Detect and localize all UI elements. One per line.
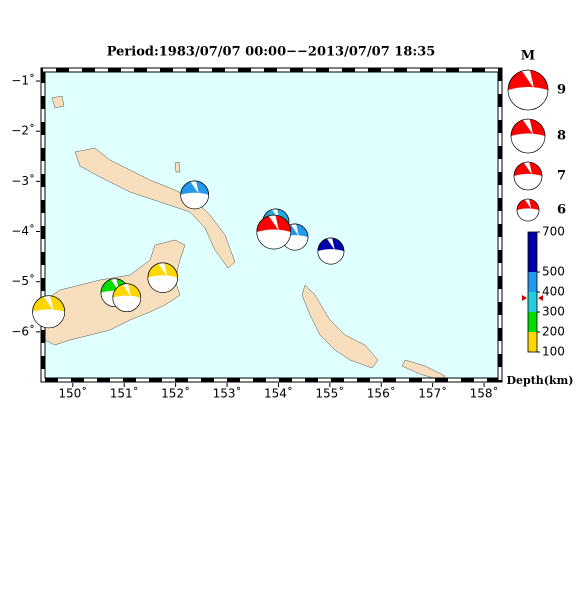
beachball-white [523, 162, 533, 175]
magnitude-legend-ball [507, 69, 549, 111]
x-tick-label: 154˚ [264, 386, 293, 401]
event [256, 214, 292, 250]
event [147, 262, 178, 293]
event [180, 180, 209, 210]
beachball-outline [32, 295, 66, 329]
event [32, 295, 66, 329]
depth-band [528, 232, 537, 272]
beachball-white [32, 309, 65, 328]
beachball-white [158, 263, 168, 277]
magnitude-legend-ball [516, 198, 540, 222]
chart-title: Period:1983/07/07 00:00−−2013/07/07 18:3… [107, 45, 436, 60]
land [51, 95, 65, 109]
magnitude-legend-ball [510, 118, 546, 154]
depth-tick-label: 200 [542, 325, 565, 339]
beachball-outline [507, 69, 549, 111]
magnitude-legend-label: 7 [557, 169, 566, 184]
land [174, 161, 181, 173]
x-tick-label: 156˚ [367, 386, 396, 401]
beachball-outline [147, 262, 178, 293]
beachball-white [112, 295, 141, 312]
depth-band [528, 272, 537, 292]
depth-band [528, 312, 537, 332]
y-tick-label: −1˚ [11, 73, 35, 88]
depth-marker [522, 295, 543, 301]
beachball-white [180, 192, 209, 209]
depth-band [528, 332, 537, 352]
magnitude-legend-label: 6 [557, 203, 566, 218]
beachball-white [190, 181, 199, 194]
x-tick-label: 151˚ [110, 386, 139, 401]
beachball-white [326, 238, 335, 250]
beachball-white [517, 208, 539, 221]
x-tick-label: 158˚ [470, 386, 499, 401]
beachball-white [522, 70, 534, 88]
y-tick-label: −5˚ [11, 273, 35, 288]
depth-label: Depth(km) [507, 374, 574, 387]
beachball-outline [516, 198, 540, 222]
depth-tick-label: 300 [542, 305, 565, 319]
depth-band [528, 292, 537, 312]
beachball-outline [180, 180, 209, 210]
x-tick-label: 153˚ [213, 386, 242, 401]
beachball-white [256, 229, 291, 250]
magnitude-legend-label: 9 [557, 83, 566, 98]
x-tick-label: 157˚ [418, 386, 447, 401]
magnitude-legend-label: 8 [557, 129, 566, 144]
beachball-white [147, 275, 178, 293]
land [74, 147, 236, 269]
beachball-outline [256, 214, 292, 250]
beachball-outline [317, 237, 345, 265]
land [301, 284, 379, 369]
y-tick-label: −3˚ [11, 173, 35, 188]
beachball-white [43, 296, 54, 311]
depth-tick-label: 500 [542, 265, 565, 279]
frame-checker [41, 68, 502, 382]
x-tick-label: 150˚ [58, 386, 87, 401]
beachball-white [290, 224, 299, 236]
beachball-white [508, 87, 548, 110]
y-tick-label: −4˚ [11, 223, 35, 238]
beachball-white [514, 173, 542, 190]
magnitude-legend-title: M [521, 49, 535, 64]
beachball-outline [510, 118, 546, 154]
beachball-outline [513, 161, 543, 191]
beachball-white [317, 249, 344, 265]
beachball-white [268, 215, 279, 231]
depth-tick-label: 400 [542, 285, 565, 299]
magnitude-legend-ball [513, 161, 543, 191]
depth-tick-label: 700 [542, 225, 565, 239]
y-tick-label: −2˚ [11, 123, 35, 138]
event [112, 283, 142, 313]
beachball-outline [112, 283, 142, 313]
y-tick-label: −6˚ [11, 323, 35, 338]
beachball-white [122, 284, 131, 297]
depth-tick-label: 100 [542, 345, 565, 359]
beachball-white [522, 119, 534, 135]
beachball-white [524, 199, 532, 209]
beachball-white [511, 133, 545, 153]
x-tick-label: 152˚ [161, 386, 190, 401]
x-tick-label: 155˚ [315, 386, 344, 401]
event [317, 237, 345, 265]
